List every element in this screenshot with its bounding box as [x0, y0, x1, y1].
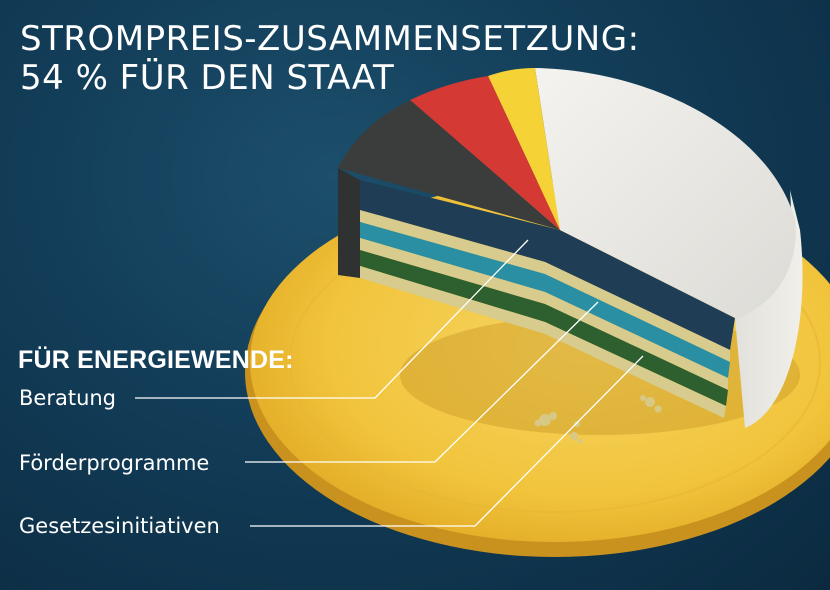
pointer-line-beratung [135, 239, 529, 399]
slice-white [535, 68, 796, 318]
slice-gold [488, 68, 560, 230]
cake-side-white [735, 190, 803, 428]
title-line-2: 54 % FÜR DEN STAAT [20, 58, 395, 98]
pointer-line-gesetzesinitiativen [250, 355, 644, 527]
slice-black [338, 100, 560, 230]
crumbs [534, 395, 662, 444]
legend-item-gesetzesinitiativen: Gesetzesinitiativen [19, 514, 220, 538]
pointer-line-foerderprogramme [245, 301, 599, 463]
cake-cut-face [338, 168, 735, 418]
slice-red [410, 76, 560, 230]
page-title: STROMPREIS-ZUSAMMENSETZUNG: 54 % FÜR DEN… [20, 20, 640, 98]
pointer-lines [135, 239, 644, 527]
legend-heading: FÜR ENERGIEWENDE: [18, 346, 294, 374]
legend-item-foerderprogramme: Förderprogramme [19, 451, 210, 475]
legend-item-beratung: Beratung [19, 386, 117, 410]
cake-top [338, 68, 796, 318]
title-line-1: STROMPREIS-ZUSAMMENSETZUNG: [20, 19, 640, 59]
